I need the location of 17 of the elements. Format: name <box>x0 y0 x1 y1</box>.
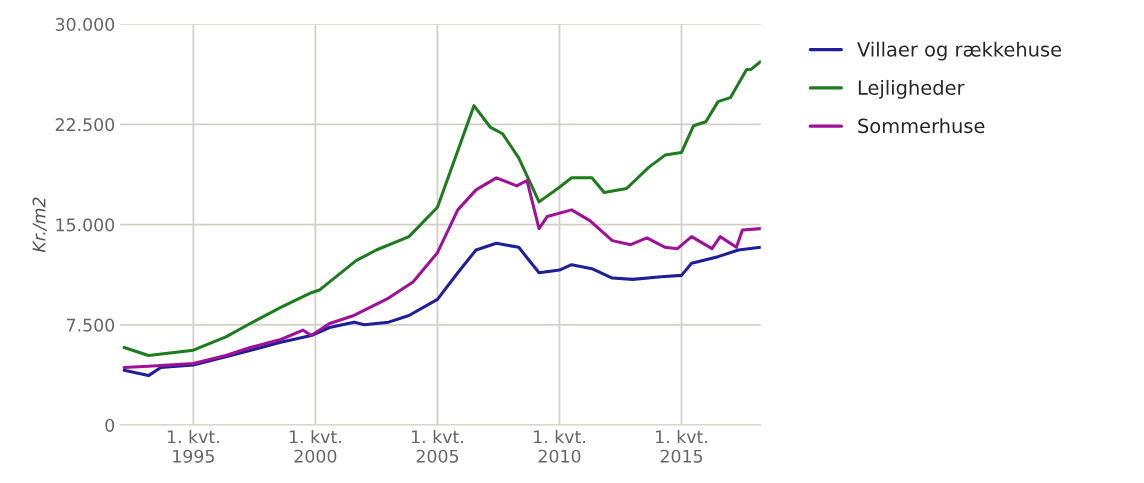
line-series <box>122 241 761 378</box>
line-series <box>122 60 761 358</box>
line-series <box>122 176 761 370</box>
x-tick-label: 1. kvt. 2005 <box>412 429 463 463</box>
legend-label: Villaer og rækkehuse <box>857 41 1062 61</box>
y-tick-label: 22.500 <box>55 118 115 132</box>
x-tick-label: 1. kvt. 2010 <box>534 429 585 463</box>
legend-label: Lejligheder <box>858 79 965 99</box>
legend-label: Sommerhuse <box>858 118 985 134</box>
x-tick-label: 1. kvt. 2000 <box>289 429 341 463</box>
y-tick-label: 7.500 <box>66 318 115 332</box>
x-tick-label: 1. kvt. 2015 <box>656 429 707 463</box>
y-tick-label: 0 <box>105 418 115 432</box>
y-tick-label: 15.000 <box>56 218 115 232</box>
x-tick-label: 1. kvt. 1995 <box>167 429 219 463</box>
y-tick-label: 30.000 <box>55 17 115 31</box>
y-axis-title: Kr./m2 <box>32 197 47 253</box>
